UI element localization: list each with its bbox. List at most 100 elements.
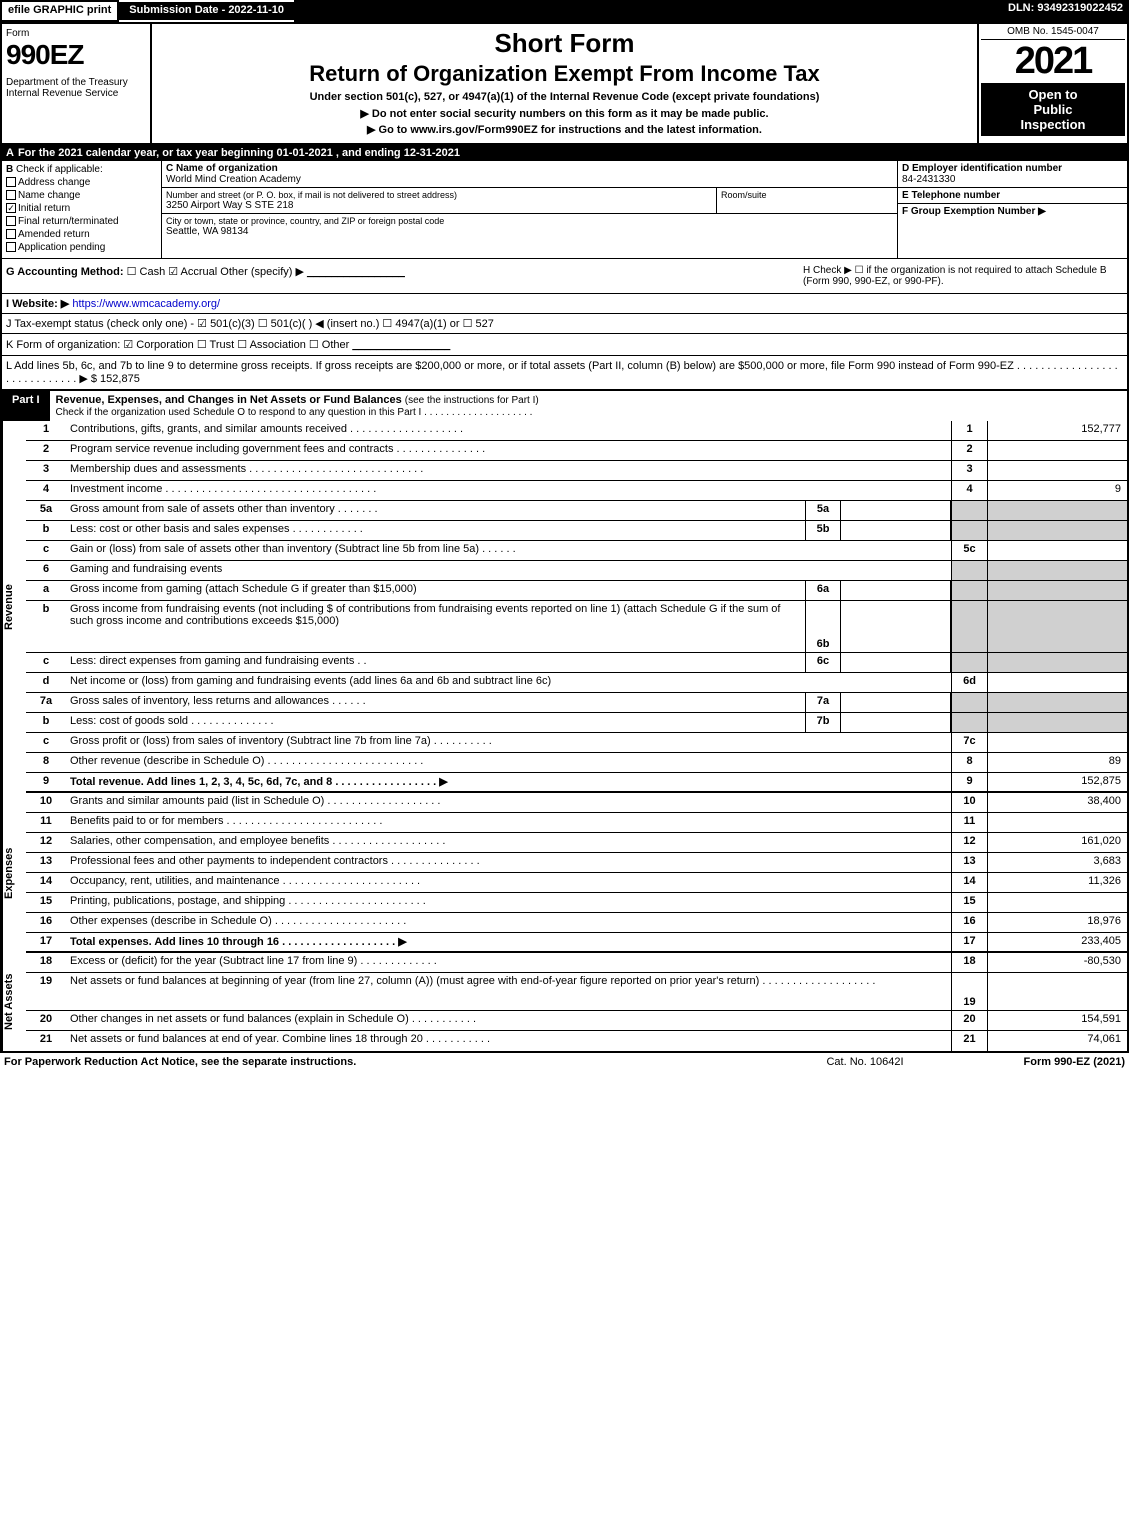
line-11-rno: 11 [951,813,987,832]
line-14-rno: 14 [951,873,987,892]
row-k-underline: ________________ [352,339,450,351]
line-9-desc: Total revenue. Add lines 1, 2, 3, 4, 5c,… [66,773,951,791]
chk-initial-return-label: Initial return [18,203,70,214]
line-16-no: 16 [26,913,66,932]
line-1: 1Contributions, gifts, grants, and simil… [26,421,1127,441]
part-i-checkbox[interactable]: ☑ [1097,391,1127,421]
line-5a-desc: Gross amount from sale of assets other t… [66,501,805,520]
line-18-val: -80,530 [987,953,1127,972]
chk-application-pending-label: Application pending [18,242,105,253]
line-10-rno: 10 [951,793,987,812]
line-6b-midval [841,601,951,652]
line-7c-rno: 7c [951,733,987,752]
line-7a-midno: 7a [805,693,841,712]
badge-line2: Public [985,102,1121,117]
line-3: 3Membership dues and assessments . . . .… [26,461,1127,481]
line-4-no: 4 [26,481,66,500]
line-19: 19Net assets or fund balances at beginni… [26,973,1127,1011]
line-17-rno: 17 [951,933,987,951]
chk-final-return[interactable]: Final return/terminated [6,216,157,227]
header-right: OMB No. 1545-0047 2021 Open to Public In… [977,24,1127,143]
line-6b-rno [951,601,987,652]
line-16-val: 18,976 [987,913,1127,932]
line-5c-val [987,541,1127,560]
line-1-rno: 1 [951,421,987,440]
line-15-rno: 15 [951,893,987,912]
col-b-letter: B [6,164,13,175]
goto-link[interactable]: ▶ Go to www.irs.gov/Form990EZ for instru… [162,123,967,136]
revenue-lines: 1Contributions, gifts, grants, and simil… [26,421,1127,793]
line-6-rval [987,561,1127,580]
line-8: 8Other revenue (describe in Schedule O) … [26,753,1127,773]
footer-right: Form 990-EZ (2021) [965,1056,1125,1068]
part-i-title-block: Revenue, Expenses, and Changes in Net As… [50,391,1097,421]
row-l: L Add lines 5b, 6c, and 7b to line 9 to … [2,356,1127,391]
line-6c-midval [841,653,951,672]
omb-number: OMB No. 1545-0047 [981,26,1125,40]
address-label: Number and street (or P. O. box, if mail… [166,190,712,200]
line-6b-desc: Gross income from fundraising events (no… [66,601,805,652]
netassets-section: Net Assets 18Excess or (deficit) for the… [2,953,1127,1051]
form-header: Form 990EZ Department of the Treasury In… [2,24,1127,145]
line-13-rno: 13 [951,853,987,872]
efile-print-label[interactable]: efile GRAPHIC print [0,0,119,22]
city-label: City or town, state or province, country… [166,216,893,226]
line-2-desc: Program service revenue including govern… [66,441,951,460]
line-2-rno: 2 [951,441,987,460]
line-10-no: 10 [26,793,66,812]
form-990ez: Form 990EZ Department of the Treasury In… [0,22,1129,1053]
line-13-desc: Professional fees and other payments to … [66,853,951,872]
col-b: B Check if applicable: Address change Na… [2,161,162,258]
chk-name-change-label: Name change [18,190,80,201]
line-11-val [987,813,1127,832]
col-def: D Employer identification number 84-2431… [897,161,1127,258]
line-5b-midval [841,521,951,540]
line-21-val: 74,061 [987,1031,1127,1051]
room-label: Room/suite [721,190,893,200]
chk-amended-return[interactable]: Amended return [6,229,157,240]
line-12-desc: Salaries, other compensation, and employ… [66,833,951,852]
row-a-text: For the 2021 calendar year, or tax year … [18,147,460,159]
group-exemption-block: F Group Exemption Number ▶ [898,204,1127,219]
line-7a-rno [951,693,987,712]
line-12: 12Salaries, other compensation, and empl… [26,833,1127,853]
part-i-title: Revenue, Expenses, and Changes in Net As… [56,394,402,406]
chk-address-change[interactable]: Address change [6,177,157,188]
line-9-val: 152,875 [987,773,1127,791]
line-6b-rval [987,601,1127,652]
line-17-desc: Total expenses. Add lines 10 through 16 … [66,933,951,951]
chk-initial-return[interactable]: ✓Initial return [6,203,157,214]
submission-date: Submission Date - 2022-11-10 [119,0,294,22]
line-9-no: 9 [26,773,66,791]
website-link[interactable]: https://www.wmcacademy.org/ [72,298,220,310]
line-6a-desc: Gross income from gaming (attach Schedul… [66,581,805,600]
line-6a-rval [987,581,1127,600]
form-number: 990EZ [6,39,146,71]
line-6a-midval [841,581,951,600]
revenue-sidelabel: Revenue [2,421,26,793]
org-name-value: World Mind Creation Academy [166,174,893,185]
part-i-checkline: Check if the organization used Schedule … [56,407,533,418]
chk-application-pending[interactable]: Application pending [6,242,157,253]
line-21: 21Net assets or fund balances at end of … [26,1031,1127,1051]
line-7b-no: b [26,713,66,732]
line-5b-midno: 5b [805,521,841,540]
line-13: 13Professional fees and other payments t… [26,853,1127,873]
open-public-badge: Open to Public Inspection [981,83,1125,136]
line-6d-val [987,673,1127,692]
return-title: Return of Organization Exempt From Incom… [162,61,967,87]
line-7b-midval [841,713,951,732]
line-10-desc: Grants and similar amounts paid (list in… [66,793,951,812]
chk-name-change[interactable]: Name change [6,190,157,201]
line-6c-midno: 6c [805,653,841,672]
row-i: I Website: ▶ https://www.wmcacademy.org/ [2,294,1127,314]
line-3-rno: 3 [951,461,987,480]
ein-label: D Employer identification number [902,163,1123,174]
phone-block: E Telephone number [898,188,1127,204]
line-5b-rno [951,521,987,540]
line-21-no: 21 [26,1031,66,1051]
line-6d-no: d [26,673,66,692]
row-i-label: I Website: ▶ [6,298,69,310]
row-l-value: 152,875 [100,373,140,385]
line-1-val: 152,777 [987,421,1127,440]
